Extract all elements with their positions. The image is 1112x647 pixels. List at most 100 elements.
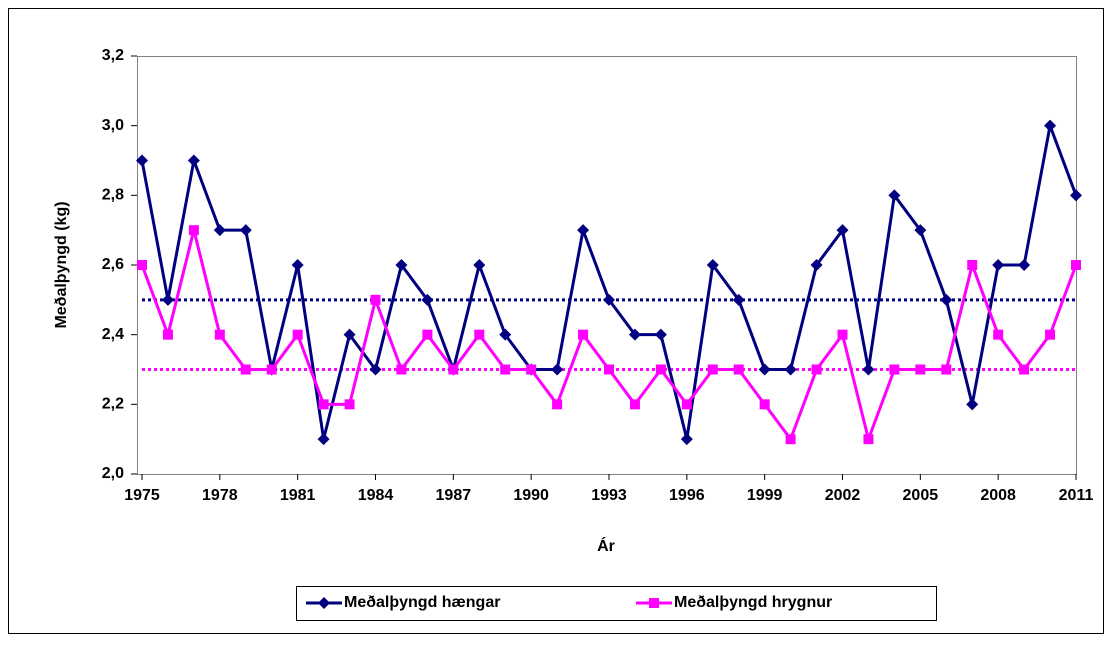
y-tick-label: 2,2 bbox=[102, 396, 124, 413]
point bbox=[187, 154, 200, 167]
point bbox=[628, 328, 641, 341]
point bbox=[966, 398, 979, 411]
point bbox=[863, 434, 874, 445]
point bbox=[967, 260, 978, 270]
y-tick-label: 3,0 bbox=[102, 117, 124, 134]
point bbox=[993, 329, 1004, 340]
point bbox=[732, 293, 745, 306]
point bbox=[499, 328, 512, 341]
point bbox=[551, 363, 564, 376]
point bbox=[655, 364, 666, 375]
x-tick-label: 1975 bbox=[124, 487, 160, 504]
point bbox=[370, 294, 381, 305]
x-tick-label: 1981 bbox=[280, 487, 316, 504]
point bbox=[629, 399, 640, 410]
point bbox=[681, 399, 692, 410]
point bbox=[603, 293, 615, 306]
x-tick-label: 1996 bbox=[669, 487, 705, 504]
point bbox=[784, 363, 797, 376]
point bbox=[188, 225, 199, 236]
point bbox=[396, 364, 407, 375]
point bbox=[239, 224, 252, 237]
point bbox=[369, 363, 382, 376]
y-tick-label: 2,4 bbox=[102, 326, 124, 343]
point bbox=[1045, 329, 1056, 340]
point bbox=[941, 364, 952, 375]
point bbox=[992, 259, 1005, 271]
x-tick-label: 1978 bbox=[202, 487, 238, 504]
point bbox=[552, 399, 563, 410]
point bbox=[758, 363, 771, 376]
point bbox=[654, 328, 667, 341]
point bbox=[785, 434, 796, 445]
plot-area bbox=[137, 56, 1077, 475]
point bbox=[889, 364, 900, 375]
point bbox=[266, 364, 277, 375]
legend-label: Meðalþyngd hrygnur bbox=[674, 594, 832, 611]
y-tick-label: 3,2 bbox=[102, 47, 124, 64]
point bbox=[810, 259, 823, 271]
legend-label: Meðalþyngd hængar bbox=[344, 594, 500, 611]
legend-marker bbox=[318, 597, 330, 609]
point bbox=[1071, 260, 1081, 270]
x-tick-label: 1993 bbox=[591, 487, 627, 504]
point bbox=[811, 364, 822, 375]
point bbox=[213, 224, 226, 237]
point bbox=[836, 224, 849, 237]
point bbox=[137, 260, 147, 270]
point bbox=[1070, 189, 1082, 202]
x-tick-label: 2011 bbox=[1059, 487, 1094, 504]
point bbox=[526, 364, 537, 375]
point bbox=[837, 329, 848, 340]
legend bbox=[296, 586, 937, 621]
point bbox=[888, 189, 901, 202]
point bbox=[422, 329, 433, 340]
point bbox=[318, 399, 329, 410]
point bbox=[500, 364, 511, 375]
point bbox=[214, 329, 225, 340]
point bbox=[1018, 259, 1031, 271]
point bbox=[733, 364, 744, 375]
point bbox=[1044, 119, 1057, 132]
point bbox=[343, 328, 356, 341]
x-tick-label: 2002 bbox=[825, 487, 861, 504]
point bbox=[862, 363, 875, 376]
x-axis-title: Ár bbox=[597, 536, 615, 555]
point bbox=[344, 399, 355, 410]
point bbox=[680, 433, 693, 446]
y-axis-title: Meðalþyngd (kg) bbox=[53, 201, 70, 328]
x-tick-label: 1984 bbox=[358, 487, 394, 504]
x-tick-label: 2005 bbox=[903, 487, 939, 504]
point bbox=[448, 364, 459, 375]
x-tick-label: 1987 bbox=[436, 487, 472, 504]
point bbox=[940, 293, 953, 306]
legend-marker bbox=[649, 598, 659, 608]
point bbox=[421, 293, 434, 306]
x-tick-label: 1999 bbox=[747, 487, 783, 504]
point bbox=[136, 154, 148, 167]
point bbox=[292, 329, 303, 340]
point bbox=[706, 259, 719, 271]
point bbox=[317, 433, 330, 446]
y-tick-label: 2,8 bbox=[102, 187, 124, 204]
point bbox=[1019, 364, 1030, 375]
point bbox=[474, 329, 485, 340]
point bbox=[162, 329, 173, 340]
x-tick-label: 1990 bbox=[513, 487, 549, 504]
point bbox=[291, 259, 304, 271]
point bbox=[914, 224, 927, 237]
point bbox=[161, 293, 174, 306]
x-tick-label: 2008 bbox=[980, 487, 1016, 504]
point bbox=[473, 259, 486, 271]
point bbox=[240, 364, 251, 375]
y-tick-label: 2,0 bbox=[102, 465, 124, 482]
point bbox=[577, 224, 590, 237]
point bbox=[915, 364, 926, 375]
point bbox=[707, 364, 718, 375]
y-tick-label: 2,6 bbox=[102, 256, 124, 273]
point bbox=[759, 399, 770, 410]
point bbox=[604, 364, 614, 375]
point bbox=[395, 259, 408, 271]
point bbox=[578, 329, 589, 340]
